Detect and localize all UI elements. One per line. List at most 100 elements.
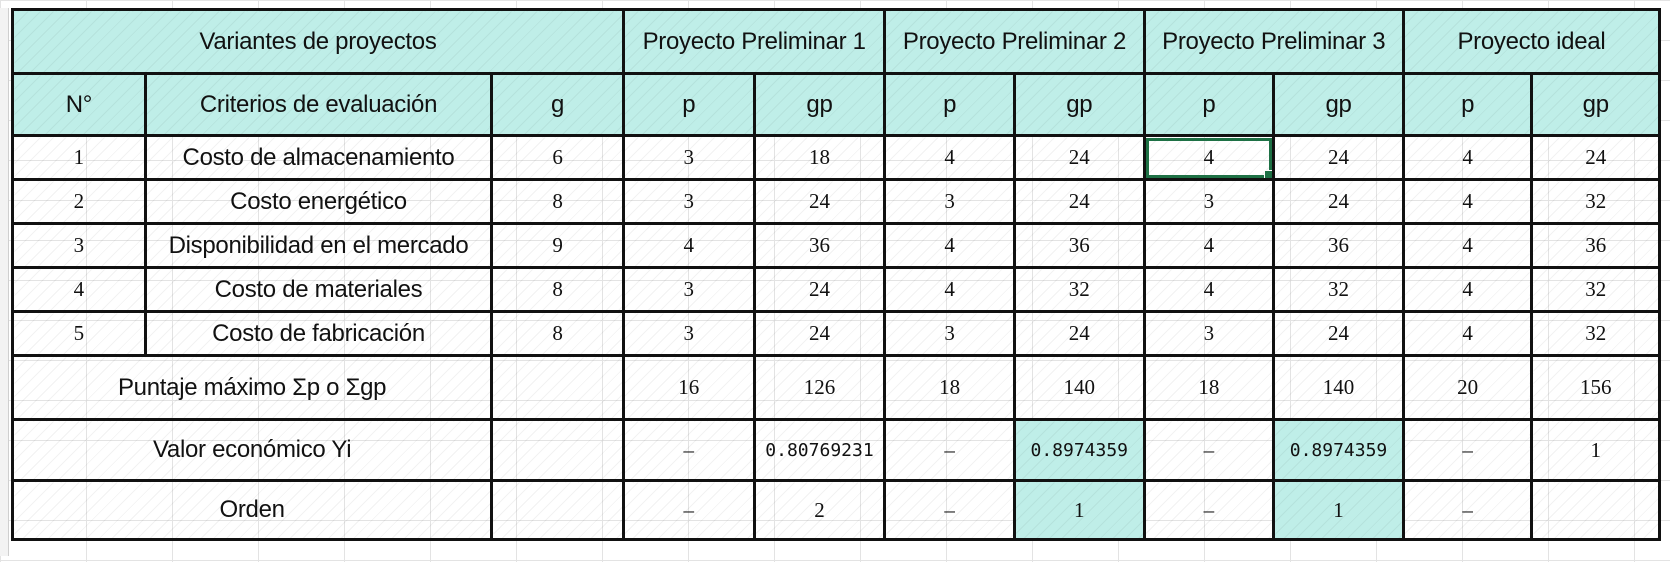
cell-numero[interactable]: 3 [11,222,147,269]
valor-pp1-gp[interactable]: 0.80769231 [752,418,887,482]
cell-ideal-p[interactable]: 4 [1401,310,1534,357]
cell-pp2-p[interactable]: 3 [883,178,1016,225]
header-variantes[interactable]: Variantes de proyectos [11,8,625,75]
cell-pp1-p[interactable]: 4 [621,222,756,269]
cell-ideal-gp[interactable]: 32 [1530,178,1661,225]
cell-criterio[interactable]: Costo de almacenamiento [143,134,494,181]
cell-pp3-p[interactable]: 4 [1142,266,1276,313]
puntaje-pp2-p[interactable]: 18 [883,354,1016,421]
cell-pp1-p[interactable]: 3 [621,310,756,357]
header-criterios[interactable]: Criterios de evaluación [143,72,494,137]
cell-pp3-gp[interactable]: 36 [1272,222,1405,269]
cell-criterio[interactable]: Costo de materiales [143,266,494,313]
cell-pp1-p[interactable]: 3 [621,178,756,225]
cell-g[interactable]: 8 [490,178,625,225]
cell-ideal-gp[interactable]: 32 [1530,266,1661,313]
cell-pp1-gp[interactable]: 24 [752,310,887,357]
cell-pp1-gp[interactable]: 24 [752,266,887,313]
valor-pp3-gp[interactable]: 0.8974359 [1272,418,1405,482]
header-g[interactable]: g [490,72,625,137]
cell-pp3-p[interactable]: 4 [1142,222,1276,269]
cell-ideal-p[interactable]: 4 [1401,178,1534,225]
cell-numero[interactable]: 2 [11,178,147,225]
puntaje-ideal-gp[interactable]: 156 [1530,354,1661,421]
cell-pp3-p[interactable]: 3 [1142,178,1276,225]
puntaje-pp2-gp[interactable]: 140 [1012,354,1146,421]
cell-numero[interactable]: 5 [11,310,147,357]
cell-pp2-p[interactable]: 3 [883,310,1016,357]
orden-pp1-gp[interactable]: 2 [752,479,887,541]
puntaje-ideal-p[interactable]: 20 [1401,354,1534,421]
cell-criterio[interactable]: Costo de fabricación [143,310,494,357]
orden-pp3-gp[interactable]: 1 [1272,479,1405,541]
orden-ideal-gp[interactable] [1530,479,1661,541]
cell-ideal-p[interactable]: 4 [1401,134,1534,181]
header-pp2-p[interactable]: p [883,72,1016,137]
cell-pp2-gp[interactable]: 32 [1012,266,1146,313]
header-pp1-p[interactable]: p [621,72,756,137]
header-numero[interactable]: N° [11,72,147,137]
valor-label[interactable]: Valor económico Yi [10,418,494,482]
fill-handle[interactable] [1264,170,1271,177]
cell-pp3-gp[interactable]: 24 [1272,310,1405,357]
cell-pp2-gp[interactable]: 36 [1012,222,1146,269]
valor-g-empty[interactable] [490,418,625,482]
header-proyecto-preliminar-2[interactable]: Proyecto Preliminar 2 [883,8,1146,75]
cell-ideal-gp[interactable]: 32 [1530,310,1661,357]
header-proyecto-ideal[interactable]: Proyecto ideal [1401,8,1662,75]
valor-pp1-p[interactable]: – [621,418,756,482]
cell-pp1-gp[interactable]: 18 [752,134,887,181]
cell-pp3-gp[interactable]: 24 [1272,134,1405,181]
header-pp1-gp[interactable]: gp [752,72,887,137]
puntaje-pp1-p[interactable]: 16 [621,354,756,421]
valor-pp3-p[interactable]: – [1142,418,1276,482]
cell-pp1-p[interactable]: 3 [621,266,756,313]
puntaje-g-empty[interactable] [490,354,625,421]
header-proyecto-preliminar-1[interactable]: Proyecto Preliminar 1 [621,8,887,75]
header-ideal-gp[interactable]: gp [1530,72,1661,137]
valor-pp2-gp[interactable]: 0.8974359 [1012,418,1146,482]
header-pp2-gp[interactable]: gp [1012,72,1146,137]
orden-ideal-p[interactable]: – [1401,479,1534,541]
cell-criterio[interactable]: Disponibilidad en el mercado [143,222,494,269]
cell-pp2-gp[interactable]: 24 [1012,178,1146,225]
cell-g[interactable]: 9 [490,222,625,269]
puntaje-pp1-gp[interactable]: 126 [752,354,887,421]
orden-pp3-p[interactable]: – [1142,479,1276,541]
header-pp3-p[interactable]: p [1142,72,1276,137]
cell-numero[interactable]: 1 [11,134,147,181]
cell-pp2-gp[interactable]: 24 [1012,134,1146,181]
cell-pp2-p[interactable]: 4 [883,134,1016,181]
cell-pp2-p[interactable]: 4 [883,222,1016,269]
orden-g-empty[interactable] [490,479,625,541]
puntaje-pp3-p[interactable]: 18 [1142,354,1276,421]
header-proyecto-preliminar-3[interactable]: Proyecto Preliminar 3 [1142,8,1405,75]
cell-numero[interactable]: 4 [11,266,147,313]
header-pp3-gp[interactable]: gp [1272,72,1405,137]
orden-pp2-p[interactable]: – [883,479,1016,541]
cell-pp1-gp[interactable]: 24 [752,178,887,225]
cell-pp3-p[interactable]: 3 [1142,310,1276,357]
puntaje-label[interactable]: Puntaje máximo Σp o Σgp [10,354,494,421]
cell-pp1-gp[interactable]: 36 [752,222,887,269]
cell-g[interactable]: 8 [490,266,625,313]
orden-label[interactable]: Orden [10,479,494,541]
cell-ideal-gp[interactable]: 24 [1530,134,1661,181]
cell-ideal-p[interactable]: 4 [1401,222,1534,269]
cell-pp3-gp[interactable]: 32 [1272,266,1405,313]
cell-pp2-p[interactable]: 4 [883,266,1016,313]
cell-pp2-gp[interactable]: 24 [1012,310,1146,357]
orden-pp2-gp[interactable]: 1 [1012,479,1146,541]
cell-g[interactable]: 6 [490,134,625,181]
valor-ideal-gp[interactable]: 1 [1530,418,1661,482]
puntaje-pp3-gp[interactable]: 140 [1272,354,1405,421]
cell-pp3-gp[interactable]: 24 [1272,178,1405,225]
cell-criterio[interactable]: Costo energético [143,178,494,225]
cell-g[interactable]: 8 [490,310,625,357]
cell-ideal-gp[interactable]: 36 [1530,222,1661,269]
valor-pp2-p[interactable]: – [883,418,1016,482]
cell-ideal-p[interactable]: 4 [1401,266,1534,313]
cell-pp1-p[interactable]: 3 [621,134,756,181]
cell-pp3-p-selected[interactable]: 4 [1142,134,1276,181]
orden-pp1-p[interactable]: – [621,479,756,541]
